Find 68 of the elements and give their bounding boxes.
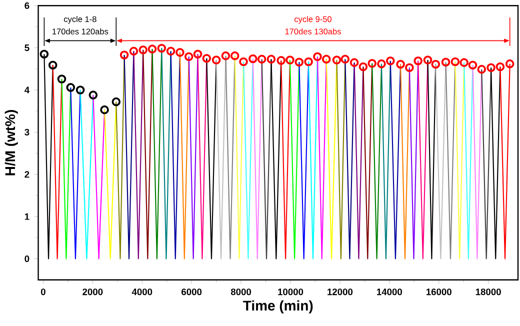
point — [340, 54, 350, 64]
annotation: 170des 130abs — [285, 28, 341, 34]
x-tick-label: 2000 — [82, 288, 103, 296]
point — [176, 48, 184, 57]
annotation: cycle 1-8 — [64, 16, 96, 24]
point — [221, 51, 230, 60]
y-axis-title: H/M (wt%) — [4, 110, 18, 176]
point — [257, 54, 266, 64]
point — [138, 46, 148, 54]
x-tick-label: 8000 — [230, 288, 252, 296]
point — [88, 90, 98, 100]
point — [460, 58, 468, 68]
point — [57, 74, 66, 84]
y-tick-label: 6 — [24, 2, 30, 9]
annotation: 170des 120abs — [52, 28, 108, 34]
point — [405, 63, 414, 72]
x-tick-label: 10000 — [278, 288, 304, 296]
point — [129, 46, 138, 56]
x-tick-label: 18000 — [476, 288, 501, 296]
x-tick-label: 0 — [40, 288, 46, 296]
point — [100, 106, 109, 114]
y-tick-label: 0 — [24, 256, 30, 262]
x-tick-label: 16000 — [426, 288, 452, 296]
point — [350, 58, 359, 68]
point — [332, 56, 342, 65]
point — [386, 56, 395, 66]
x-axis-title: Time (min) — [243, 300, 313, 314]
point — [120, 50, 129, 60]
point — [184, 52, 194, 62]
point — [368, 59, 376, 68]
point — [313, 52, 322, 62]
point — [166, 46, 176, 56]
point — [294, 58, 304, 67]
point — [477, 64, 486, 74]
point — [148, 44, 157, 54]
x-tick-label: 6000 — [182, 288, 202, 296]
point — [396, 60, 405, 69]
point — [66, 83, 76, 92]
point — [230, 51, 240, 60]
point — [414, 56, 422, 66]
point — [239, 57, 248, 66]
point — [112, 97, 121, 106]
point — [193, 50, 202, 59]
point — [423, 56, 432, 65]
point — [212, 56, 221, 65]
point — [248, 54, 258, 64]
x-tick-label: 12000 — [328, 288, 353, 296]
point — [76, 86, 85, 94]
point — [322, 54, 331, 64]
annotation: cycle 9-50 — [294, 16, 332, 24]
point — [431, 60, 440, 69]
point — [486, 63, 496, 72]
point — [468, 60, 478, 70]
y-tick-label: 3 — [24, 128, 30, 136]
point — [358, 62, 368, 72]
y-tick-label: 2 — [24, 171, 30, 178]
x-tick-label: 4000 — [132, 288, 152, 296]
x-tick-label: 14000 — [377, 288, 402, 296]
point — [377, 60, 386, 68]
y-tick-label: 5 — [24, 44, 30, 52]
point — [157, 44, 166, 53]
point — [441, 58, 450, 67]
point — [202, 54, 212, 63]
point — [450, 57, 460, 66]
point — [266, 54, 276, 64]
point — [304, 57, 313, 66]
y-tick-label: 1 — [24, 213, 30, 220]
y-tick-label: 4 — [24, 86, 30, 94]
